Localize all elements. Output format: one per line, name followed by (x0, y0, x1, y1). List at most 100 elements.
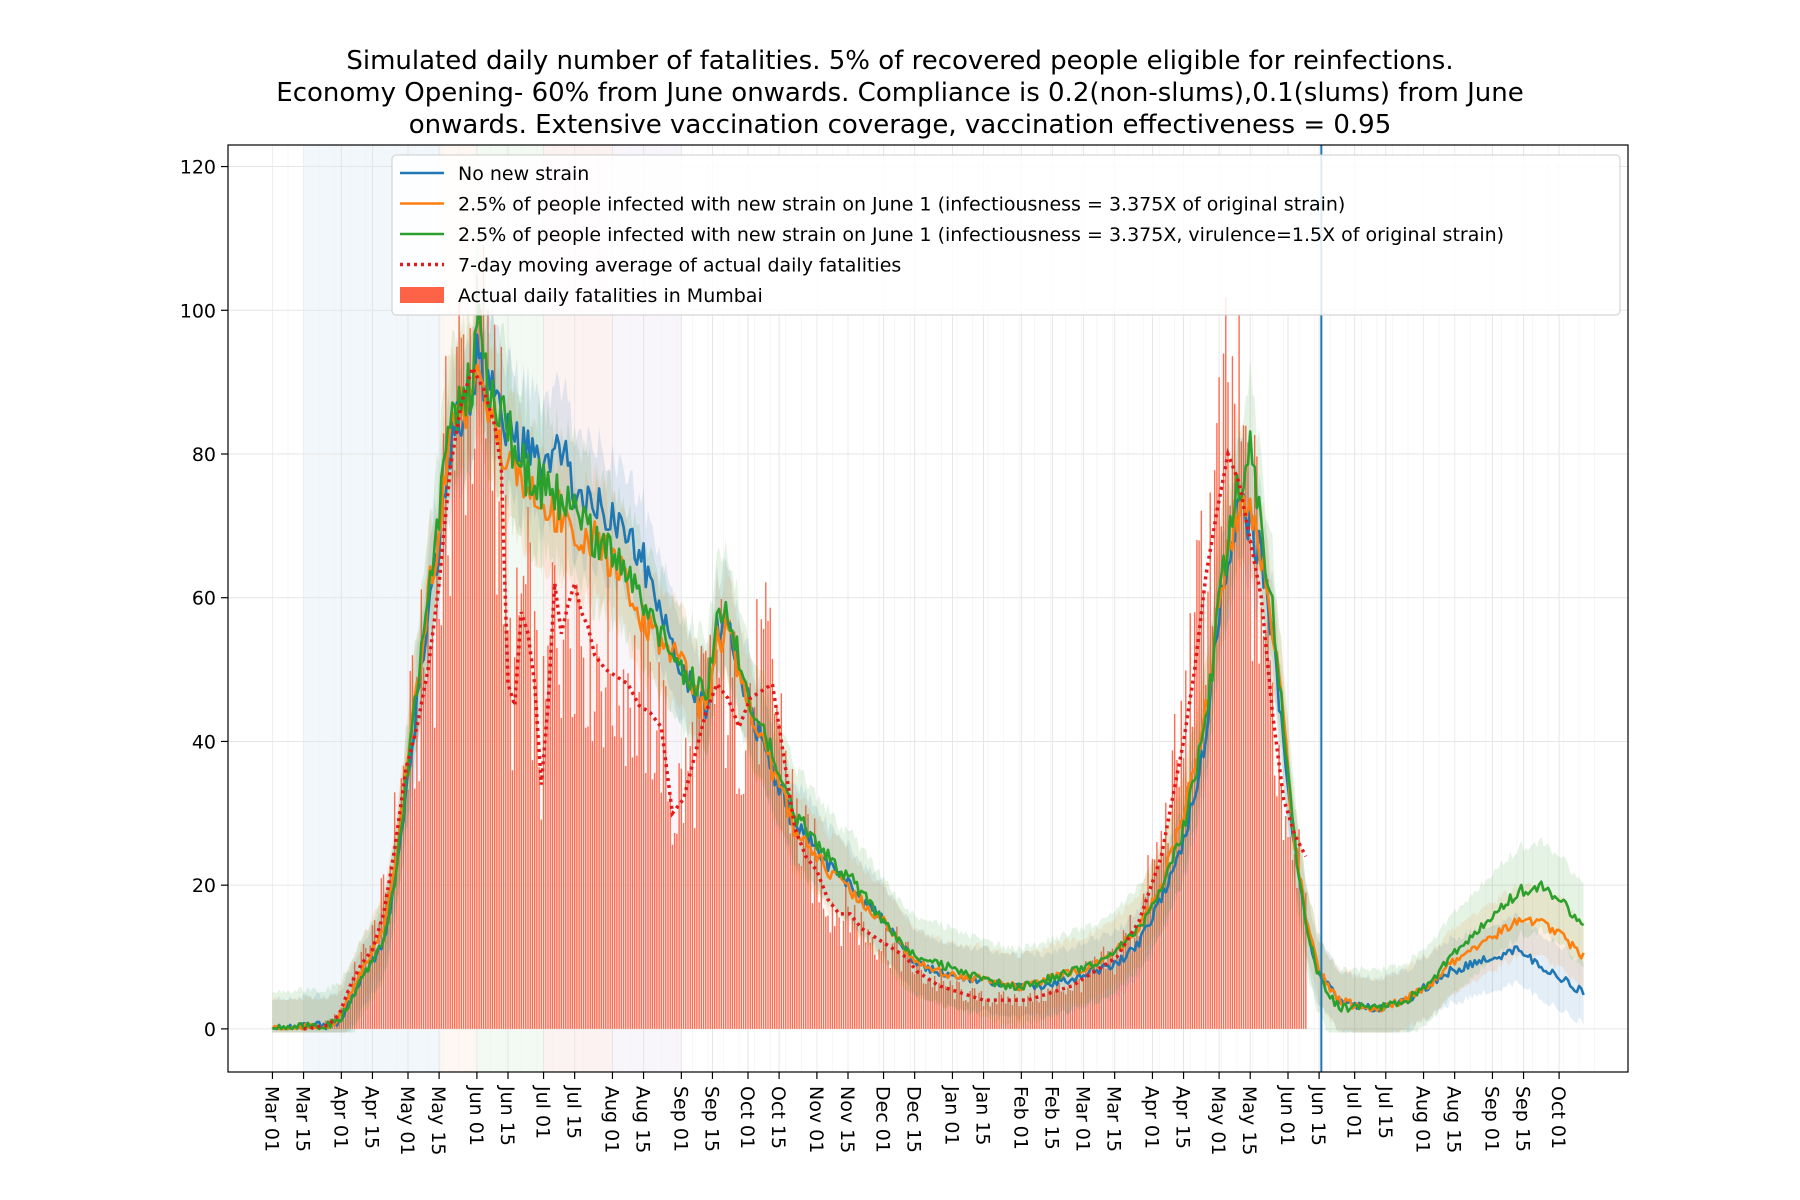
fatality-bar (845, 878, 847, 1029)
y-tick-label: 0 (204, 1019, 216, 1041)
fatality-bar (609, 673, 611, 1029)
fatality-bar (1185, 670, 1187, 1029)
legend-item: No new strain (400, 163, 589, 185)
fatality-bar (802, 837, 805, 1029)
fatality-bar (453, 470, 456, 1029)
fatality-bar (725, 767, 727, 1029)
title-line-3: onwards. Extensive vaccination coverage,… (408, 110, 1392, 140)
fatality-bar (882, 941, 885, 1029)
fatality-bar (567, 618, 569, 1029)
fatality-bar (856, 926, 858, 1029)
fatality-bar (905, 942, 907, 1029)
fatality-bar (885, 927, 887, 1029)
fatality-bar (578, 598, 580, 1029)
fatality-bar (642, 619, 645, 1029)
fatality-bar (911, 972, 914, 1029)
fatality-bar (731, 677, 734, 1029)
fatality-bar (622, 669, 625, 1029)
fatality-bar (1205, 684, 1207, 1029)
legend-item: 2.5% of people infected with new strain … (400, 194, 1345, 216)
fatality-bar (1138, 936, 1140, 1029)
fatality-bar (493, 324, 496, 1029)
legend-box (391, 154, 1621, 316)
fatality-bar (509, 617, 511, 1029)
fatality-bar (967, 1002, 969, 1029)
fatality-bar (551, 562, 554, 1029)
fatality-bar (660, 792, 663, 1029)
fatality-bar (760, 619, 763, 1029)
fatality-bar (496, 594, 498, 1029)
fatality-bar (1073, 978, 1076, 1029)
fatality-bar (456, 346, 458, 1029)
fatality-bar (627, 673, 629, 1029)
legend-label: 7-day moving average of actual daily fat… (458, 255, 901, 277)
x-tick-label: May 15 (427, 1086, 449, 1156)
fatality-bar (676, 833, 678, 1029)
fatality-bar (853, 904, 856, 1029)
fatality-bar (1136, 927, 1138, 1029)
fatality-bar (389, 865, 391, 1029)
fatality-bar (1049, 990, 1051, 1029)
fatality-bar (998, 992, 1000, 1029)
plot-frame (227, 144, 1629, 1073)
fatality-bar (740, 794, 743, 1029)
fatality-bar (833, 926, 836, 1029)
fatality-bar (771, 658, 774, 1029)
x-tick-label: Apr 15 (1172, 1086, 1194, 1149)
fatality-bar (356, 980, 358, 1029)
fatality-bar (640, 624, 643, 1029)
fatality-bar (1005, 1003, 1007, 1029)
fatality-bar (1142, 893, 1145, 1029)
fatality-bar (880, 951, 883, 1029)
fatality-bar (989, 1006, 991, 1029)
fatality-bar (411, 655, 414, 1029)
fatality-bar (836, 911, 838, 1029)
fatality-bar (667, 801, 669, 1029)
y-axis-ticks: 0 20 40 60 80 100 120 (180, 157, 228, 1041)
fatality-bar (1269, 660, 1271, 1029)
fatality-bar (978, 992, 980, 1029)
legend-item: 7-day moving average of actual daily fat… (400, 255, 901, 277)
fatality-bar (591, 740, 594, 1029)
fatality-bar (549, 634, 551, 1029)
fatality-bar (671, 844, 674, 1029)
fatality-bar (893, 942, 896, 1029)
fatality-bar (1178, 786, 1180, 1029)
fatality-bar (440, 625, 443, 1029)
fatality-bar (598, 656, 600, 1029)
fatality-bar (902, 950, 905, 1029)
fatality-bar (1302, 889, 1305, 1029)
fatality-bar (673, 832, 676, 1029)
fatality-bar (596, 643, 598, 1029)
fatality-bar (429, 645, 431, 1029)
fatality-bar (696, 694, 698, 1029)
fatality-bar (1296, 887, 1298, 1029)
fatality-bar (685, 737, 687, 1029)
fatality-bar (565, 506, 567, 1029)
x-axis-ticks: Mar 01 Mar 15 Apr 01 Apr 15 May 01 May 15 Jun … (260, 1072, 1569, 1156)
fatality-bar (553, 565, 556, 1029)
fatality-bar (1102, 946, 1105, 1029)
fatality-bar (382, 874, 385, 1029)
fatality-bar (733, 631, 736, 1029)
fatality-bar (505, 495, 507, 1029)
fatality-bar (618, 705, 620, 1029)
fatality-bar (547, 645, 549, 1029)
fatality-bar (813, 818, 816, 1029)
fatality-bar (720, 599, 723, 1029)
fatality-bar (393, 792, 396, 1029)
fatality-bar (822, 908, 825, 1029)
fatality-bar (736, 793, 738, 1029)
x-tick-label: Nov 01 (805, 1086, 827, 1153)
fatality-bar (636, 755, 638, 1029)
fatality-bar (525, 584, 527, 1029)
fatality-bar (878, 949, 880, 1029)
fatality-bar (805, 805, 807, 1029)
fatality-bar (502, 624, 505, 1029)
fatality-bar (945, 986, 947, 1029)
fatality-bar (607, 573, 609, 1029)
x-tick-label: Aug 01 (600, 1086, 622, 1153)
fatality-bar (413, 788, 416, 1029)
fatality-bar (980, 991, 983, 1029)
fatality-bar (380, 878, 383, 1029)
